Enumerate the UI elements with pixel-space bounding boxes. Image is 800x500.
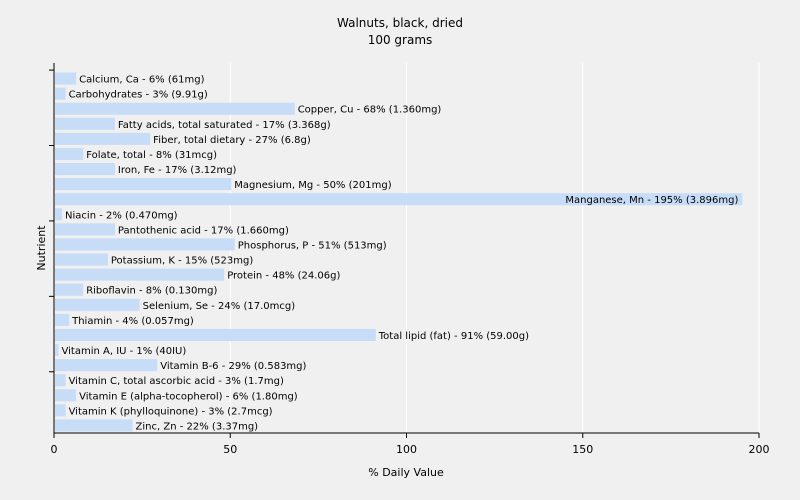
bar-data-label: Thiamin - 4% (0.057mg) bbox=[71, 316, 194, 327]
bar bbox=[55, 117, 115, 130]
x-tick-label: 200 bbox=[749, 443, 770, 456]
bar-data-label: Zinc, Zn - 22% (3.37mg) bbox=[136, 421, 259, 432]
chart-subtitle: 100 grams bbox=[368, 33, 433, 47]
x-axis-label: % Daily Value bbox=[368, 466, 444, 479]
bar-data-label: Iron, Fe - 17% (3.12mg) bbox=[118, 165, 237, 176]
bar-data-label: Fatty acids, total saturated - 17% (3.36… bbox=[118, 120, 331, 131]
bar-data-label: Calcium, Ca - 6% (61mg) bbox=[79, 75, 204, 86]
bar bbox=[55, 178, 232, 191]
bar-data-label: Potassium, K - 15% (523mg) bbox=[111, 256, 253, 267]
bar bbox=[55, 359, 158, 372]
bar bbox=[55, 87, 66, 100]
bar-data-label: Pantothenic acid - 17% (1.660mg) bbox=[118, 225, 289, 236]
bar bbox=[55, 344, 59, 357]
bar-data-label: Selenium, Se - 24% (17.0mcg) bbox=[143, 301, 296, 312]
bar-data-label: Total lipid (fat) - 91% (59.00g) bbox=[378, 331, 529, 342]
bar bbox=[55, 374, 66, 387]
bar-data-label: Carbohydrates - 3% (9.91g) bbox=[69, 90, 208, 101]
bar bbox=[55, 193, 743, 206]
bar bbox=[55, 268, 225, 281]
bar bbox=[55, 313, 70, 326]
bar-data-label: Vitamin E (alpha-tocopherol) - 6% (1.80m… bbox=[79, 391, 298, 402]
bar bbox=[55, 102, 295, 115]
bar bbox=[55, 147, 84, 160]
bar-series bbox=[55, 72, 743, 432]
bar-data-label: Vitamin K (phylloquinone) - 3% (2.7mcg) bbox=[69, 406, 273, 417]
data-labels: Calcium, Ca - 6% (61mg) Carbohydrates - 3… bbox=[62, 75, 739, 433]
bar-data-label: Niacin - 2% (0.470mg) bbox=[65, 210, 178, 221]
chart-title: Walnuts, black, dried bbox=[337, 16, 463, 30]
bar bbox=[55, 253, 108, 266]
x-tick-label: 0 bbox=[51, 443, 58, 456]
x-tick-labels: 0 50 100 150 200 bbox=[51, 443, 770, 456]
bar bbox=[55, 283, 84, 296]
bar bbox=[55, 132, 151, 145]
x-tick-label: 100 bbox=[396, 443, 417, 456]
bar bbox=[55, 419, 133, 432]
bar-data-label: Magnesium, Mg - 50% (201mg) bbox=[234, 180, 391, 191]
bar-data-label: Riboflavin - 8% (0.130mg) bbox=[86, 286, 217, 297]
bar-data-label: Vitamin C, total ascorbic acid - 3% (1.7… bbox=[69, 376, 284, 387]
bar-data-label: Fiber, total dietary - 27% (6.8g) bbox=[153, 135, 311, 146]
bar-data-label: Copper, Cu - 68% (1.360mg) bbox=[298, 105, 442, 116]
bar bbox=[55, 238, 235, 251]
bar bbox=[55, 223, 115, 236]
bar bbox=[55, 208, 63, 221]
bar bbox=[55, 389, 77, 402]
bar-data-label: Vitamin A, IU - 1% (40IU) bbox=[62, 346, 187, 357]
x-tick-label: 150 bbox=[572, 443, 593, 456]
axes bbox=[49, 63, 760, 438]
bar-data-label: Protein - 48% (24.06g) bbox=[227, 271, 340, 282]
y-axis-label: Nutrient bbox=[35, 225, 48, 271]
bar bbox=[55, 163, 115, 176]
bar-data-label: Manganese, Mn - 195% (3.896mg) bbox=[565, 195, 738, 206]
bar bbox=[55, 328, 376, 341]
bar-data-label: Phosphorus, P - 51% (513mg) bbox=[238, 240, 387, 251]
bar bbox=[55, 72, 77, 85]
x-tick-label: 50 bbox=[223, 443, 237, 456]
bar-data-label: Folate, total - 8% (31mcg) bbox=[86, 150, 217, 161]
bar bbox=[55, 298, 140, 311]
bar bbox=[55, 404, 66, 417]
bar-data-label: Vitamin B-6 - 29% (0.583mg) bbox=[160, 361, 306, 372]
